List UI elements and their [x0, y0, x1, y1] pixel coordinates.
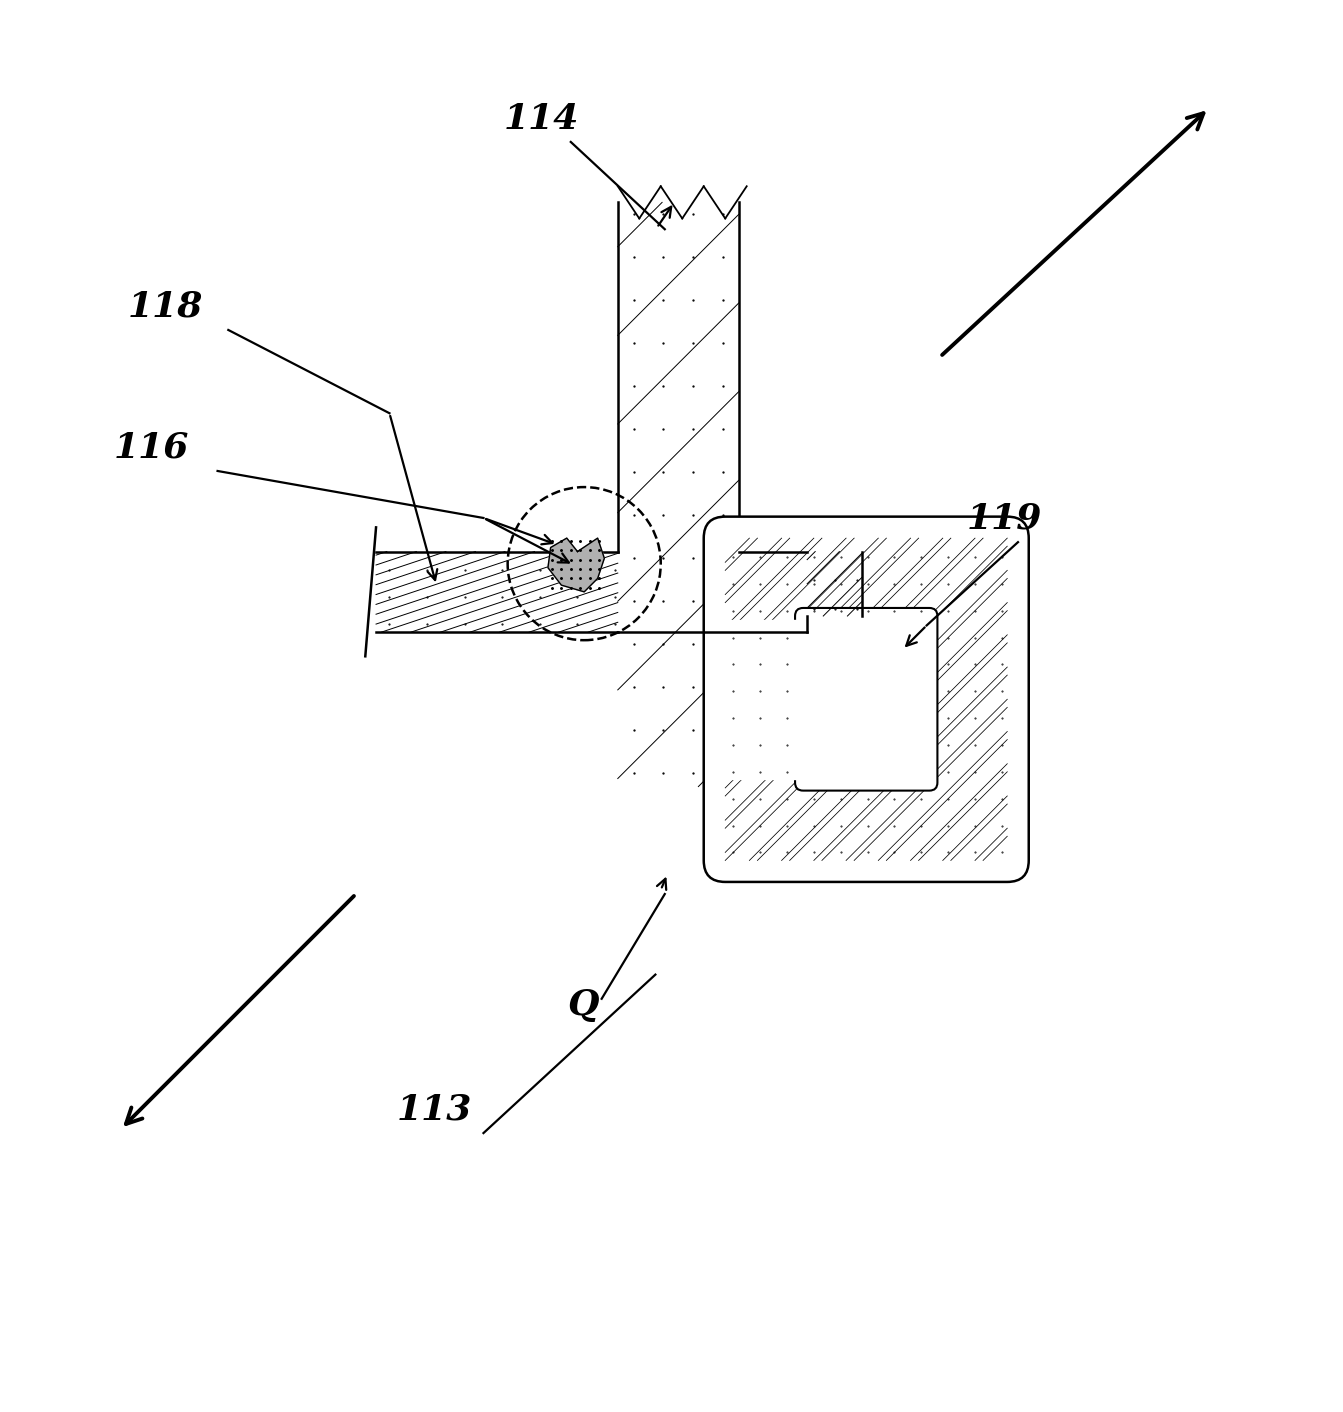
Text: Q: Q: [567, 988, 598, 1022]
Text: 116: 116: [114, 431, 189, 465]
Text: 119: 119: [967, 501, 1042, 535]
Text: 113: 113: [396, 1093, 471, 1127]
Text: 118: 118: [128, 289, 203, 323]
Polygon shape: [548, 538, 604, 592]
Text: 114: 114: [504, 102, 579, 136]
FancyBboxPatch shape: [704, 517, 1029, 882]
FancyBboxPatch shape: [795, 609, 937, 791]
